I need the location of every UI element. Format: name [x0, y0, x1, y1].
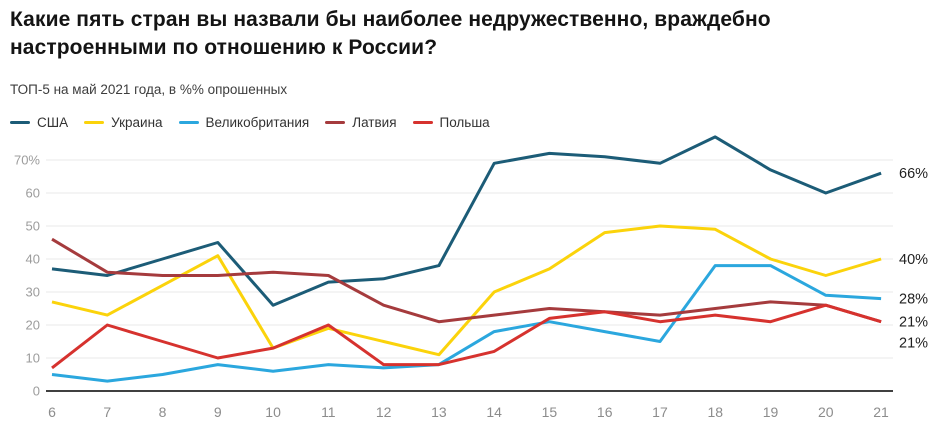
chart-title: Какие пять стран вы назвали бы наиболее …: [10, 8, 771, 59]
x-tick-label: 9: [214, 404, 222, 420]
legend-item-1: Украина: [84, 114, 163, 130]
legend-item-0: США: [10, 115, 68, 130]
legend: США Украина Великобритания Латвия Польша: [10, 112, 490, 132]
series-line-США: [51, 135, 882, 307]
end-label: 21%: [899, 336, 928, 352]
y-tick-label: 10: [26, 351, 40, 366]
legend-item-2: Великобритания: [178, 114, 310, 130]
x-tick-label: 10: [265, 404, 281, 420]
x-tick-label: 14: [486, 404, 502, 420]
series-line-Польша: [51, 303, 882, 370]
end-label: 21%: [899, 315, 928, 331]
end-label: 40%: [899, 252, 928, 268]
x-tick-label: 18: [707, 404, 723, 420]
series-line-Великобритания: [51, 264, 882, 383]
x-tick-label: 6: [48, 404, 56, 420]
y-tick-label: 50: [26, 219, 40, 234]
legend-label: США: [37, 114, 69, 130]
x-tick-label: 20: [818, 404, 834, 420]
y-tick-label: 0: [33, 384, 40, 399]
x-tick-label: 17: [652, 404, 668, 420]
x-tick-label: 15: [542, 404, 558, 420]
legend-label: Польша: [439, 114, 490, 130]
legend-item-4: Польша: [412, 114, 490, 130]
legend-swatch-icon: [10, 120, 30, 124]
x-tick-label: 7: [103, 404, 111, 420]
y-tick-label: 40: [26, 252, 40, 267]
legend-label: Украина: [111, 114, 163, 130]
legend-item-3: Латвия: [325, 114, 397, 130]
x-tick-label: 11: [321, 404, 336, 420]
end-label: 66%: [899, 166, 928, 182]
series-line-Латвия: [51, 237, 882, 324]
y-tick-label: 70%: [14, 153, 40, 168]
x-tick-label: 19: [763, 404, 779, 420]
legend-label: Латвия: [352, 114, 397, 130]
x-tick-label: 12: [376, 404, 392, 420]
y-tick-label: 30: [26, 285, 40, 300]
end-label: 28%: [899, 292, 928, 308]
legend-label: Великобритания: [205, 114, 310, 130]
x-tick-label: 21: [873, 404, 889, 420]
chart-subtitle: ТОП-5 на май 2021 года, в %% опрошенных: [10, 82, 288, 97]
legend-swatch-icon: [325, 120, 346, 124]
x-tick-label: 8: [159, 404, 167, 420]
y-tick-label: 60: [26, 186, 40, 201]
legend-swatch-icon: [412, 120, 433, 124]
x-tick-label: 13: [431, 404, 447, 420]
legend-swatch-icon: [178, 120, 199, 124]
series-line-Украина: [51, 224, 882, 357]
y-tick-label: 20: [26, 318, 40, 333]
x-tick-label: 16: [597, 404, 613, 420]
legend-swatch-icon: [84, 120, 105, 124]
